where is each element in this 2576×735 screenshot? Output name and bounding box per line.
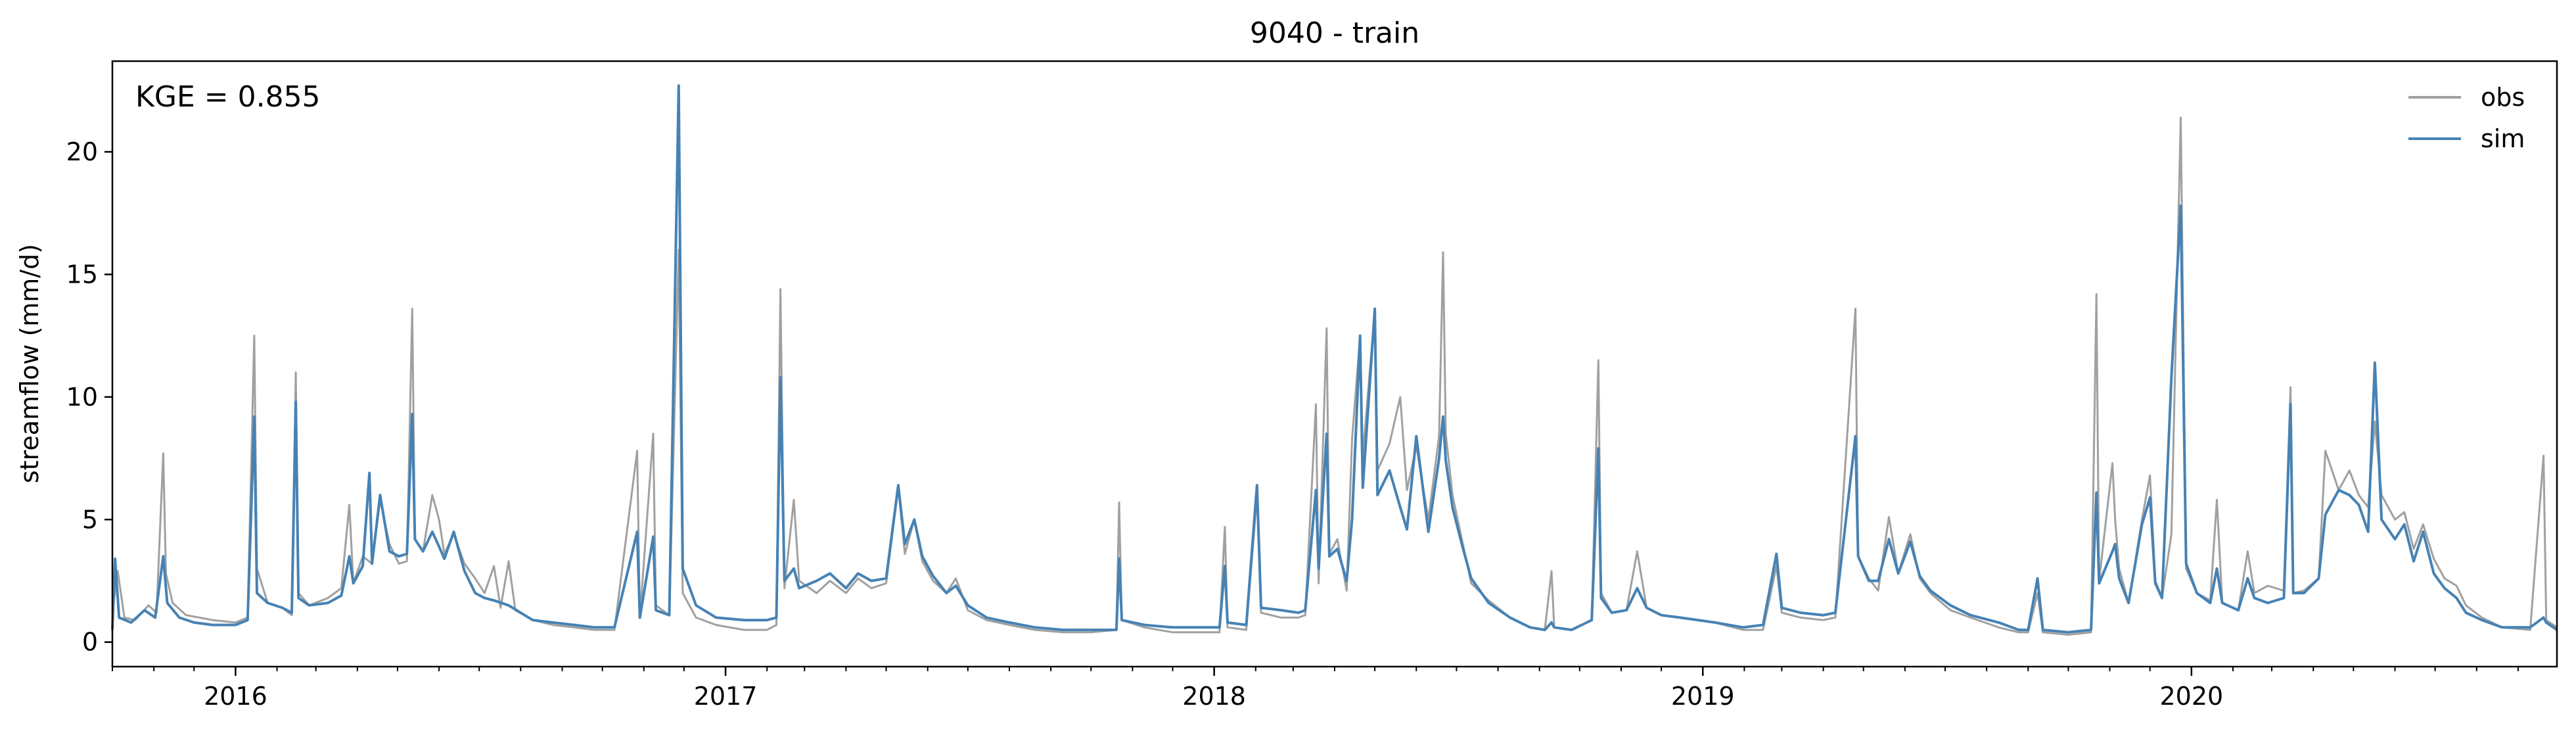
plot-area-frame (111, 60, 2558, 668)
x-tick-label: 2016 (204, 682, 267, 711)
chart-title: 9040 - train (1250, 16, 1419, 50)
y-tick-label: 15 (66, 260, 98, 289)
y-axis: 0 5 10 15 20 (66, 137, 112, 657)
x-axis: 2016 2017 2018 2019 2020 (112, 667, 2519, 711)
plot-series-group (111, 84, 2558, 636)
x-tick-label: 2020 (2159, 682, 2223, 711)
y-tick-label: 20 (66, 137, 98, 166)
x-tick-label: 2018 (1182, 682, 1246, 711)
legend-sim-label: sim (2481, 124, 2525, 153)
legend: obs sim (2408, 83, 2525, 153)
kge-annotation: KGE = 0.855 (135, 80, 321, 114)
y-tick-label: 5 (82, 505, 98, 534)
series-line-obs (111, 116, 2558, 636)
series-line-sim (111, 84, 2558, 634)
x-tick-label: 2019 (1671, 682, 1735, 711)
legend-obs-label: obs (2481, 83, 2525, 112)
y-tick-label: 0 (82, 628, 98, 657)
x-tick-label: 2017 (694, 682, 758, 711)
y-axis-label: streamflow (mm/d) (15, 244, 44, 483)
y-tick-label: 10 (66, 383, 98, 412)
